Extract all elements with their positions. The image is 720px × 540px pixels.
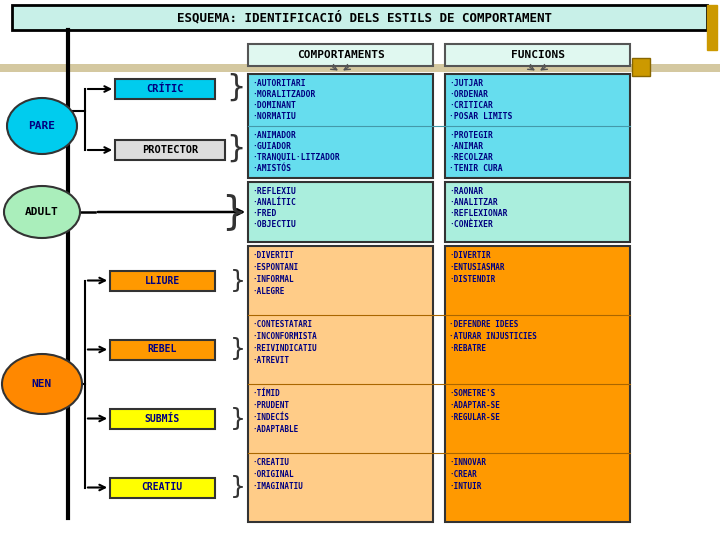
Text: ·GUIADOR: ·GUIADOR (252, 142, 291, 151)
Text: ·INFORMAL: ·INFORMAL (252, 275, 294, 284)
Ellipse shape (2, 354, 82, 414)
Text: ·CREATIU: ·CREATIU (252, 458, 289, 467)
Bar (12, 5, 707, 30)
Bar (248, 74, 433, 178)
Text: ·ENTUSIASMAR: ·ENTUSIASMAR (449, 263, 505, 272)
Text: ·ANIMAR: ·ANIMAR (449, 142, 483, 151)
Text: ·INCONFORMISTA: ·INCONFORMISTA (252, 332, 317, 341)
Text: ·REFLEXIONAR: ·REFLEXIONAR (449, 209, 508, 218)
Text: }: } (230, 476, 246, 500)
Bar (110, 477, 215, 497)
Text: ·AMISTÓS: ·AMISTÓS (252, 164, 291, 173)
Text: ·TENIR CURA: ·TENIR CURA (449, 164, 503, 173)
Text: CREATIU: CREATIU (141, 483, 183, 492)
Text: ·DOMINANT: ·DOMINANT (252, 101, 296, 110)
Text: ·CREAR: ·CREAR (449, 470, 477, 479)
Ellipse shape (7, 98, 77, 154)
Bar (445, 246, 630, 522)
Text: ·ATREVIT: ·ATREVIT (252, 356, 289, 365)
Bar (445, 74, 630, 178)
Text: }: } (227, 133, 246, 163)
Bar (115, 79, 215, 99)
Text: ·AUTORITARI: ·AUTORITARI (252, 79, 305, 88)
Text: ·NORMATIU: ·NORMATIU (252, 112, 296, 121)
Text: ESQUEMA: IDENTIFICACIÓ DELS ESTILS DE COMPORTAMENT: ESQUEMA: IDENTIFICACIÓ DELS ESTILS DE CO… (177, 11, 552, 24)
Text: ·ATURAR INJUSTICIES: ·ATURAR INJUSTICIES (449, 332, 537, 341)
Text: ·MORALITZADOR: ·MORALITZADOR (252, 90, 315, 99)
Text: ·JUTJAR: ·JUTJAR (449, 79, 483, 88)
Text: }: } (230, 407, 246, 430)
Text: ·SOMETRE'S: ·SOMETRE'S (449, 389, 495, 398)
Text: ·OBJECTIU: ·OBJECTIU (252, 220, 296, 229)
Text: ·ORDENAR: ·ORDENAR (449, 90, 488, 99)
Bar (632, 58, 650, 76)
Text: REBEL: REBEL (148, 345, 176, 354)
Text: ·RECOLZAR: ·RECOLZAR (449, 153, 493, 162)
Text: ·ANIMADOR: ·ANIMADOR (252, 131, 296, 140)
Text: ·DEFENDRE IDEES: ·DEFENDRE IDEES (449, 320, 518, 329)
Text: ·IMAGINATIU: ·IMAGINATIU (252, 482, 303, 491)
Text: ·PROTEGIR: ·PROTEGIR (449, 131, 493, 140)
Text: ·ORIGINAL: ·ORIGINAL (252, 470, 294, 479)
Text: }: } (227, 72, 246, 102)
Text: ·POSAR LIMITS: ·POSAR LIMITS (449, 112, 513, 121)
Bar (248, 246, 433, 522)
Text: ·INNOVAR: ·INNOVAR (449, 458, 486, 467)
Text: COMPORTAMENTS: COMPORTAMENTS (297, 50, 384, 60)
Bar (0, 64, 720, 72)
Text: ·CONTESTATARI: ·CONTESTATARI (252, 320, 312, 329)
Bar (115, 140, 225, 160)
Text: ·REBATRE: ·REBATRE (449, 344, 486, 353)
Text: }: } (230, 268, 246, 293)
Bar (445, 44, 630, 66)
Text: PROTECTOR: PROTECTOR (142, 145, 198, 155)
Bar (110, 408, 215, 429)
Text: ·INDECÍS: ·INDECÍS (252, 413, 289, 422)
Text: ·TÍMID: ·TÍMID (252, 389, 280, 398)
Text: ·PRUDENT: ·PRUDENT (252, 401, 289, 410)
Text: ·ALEGRE: ·ALEGRE (252, 287, 284, 296)
Text: ·DIVERTIT: ·DIVERTIT (252, 251, 294, 260)
Text: PARE: PARE (29, 121, 55, 131)
Text: ·ESPONTANI: ·ESPONTANI (252, 263, 298, 272)
Text: LLIURE: LLIURE (145, 275, 179, 286)
Bar (110, 340, 215, 360)
Text: ADULT: ADULT (25, 207, 59, 217)
Text: ·CONÈIXER: ·CONÈIXER (449, 220, 493, 229)
Text: ·DIVERTIR: ·DIVERTIR (449, 251, 490, 260)
Bar (445, 182, 630, 242)
Text: NEN: NEN (32, 379, 52, 389)
Text: SUBMÍS: SUBMÍS (145, 414, 179, 423)
Bar (248, 182, 433, 242)
Bar (110, 271, 215, 291)
Text: ·FRED: ·FRED (252, 209, 276, 218)
Text: ·ANALÍTIC: ·ANALÍTIC (252, 198, 296, 207)
Text: FUNCIONS: FUNCIONS (510, 50, 564, 60)
Text: ·REIVINDICATIU: ·REIVINDICATIU (252, 344, 317, 353)
Text: ·RAONAR: ·RAONAR (449, 187, 483, 196)
Bar (707, 5, 717, 50)
Text: }: } (221, 193, 246, 231)
Text: }: } (230, 338, 246, 361)
Text: ·TRANQUIL·LITZADOR: ·TRANQUIL·LITZADOR (252, 153, 340, 162)
Text: ·CRITICAR: ·CRITICAR (449, 101, 493, 110)
Text: CRÍTIC: CRÍTIC (146, 84, 184, 94)
Text: ·ADAPTAR-SE: ·ADAPTAR-SE (449, 401, 500, 410)
Text: ·INTUIR: ·INTUIR (449, 482, 482, 491)
Text: ·REGULAR-SE: ·REGULAR-SE (449, 413, 500, 422)
Text: ·REFLEXIU: ·REFLEXIU (252, 187, 296, 196)
Bar (248, 44, 433, 66)
Text: ·DISTENDIR: ·DISTENDIR (449, 275, 495, 284)
Ellipse shape (4, 186, 80, 238)
Text: ·ADAPTABLE: ·ADAPTABLE (252, 425, 298, 434)
Text: ·ANALITZAR: ·ANALITZAR (449, 198, 498, 207)
